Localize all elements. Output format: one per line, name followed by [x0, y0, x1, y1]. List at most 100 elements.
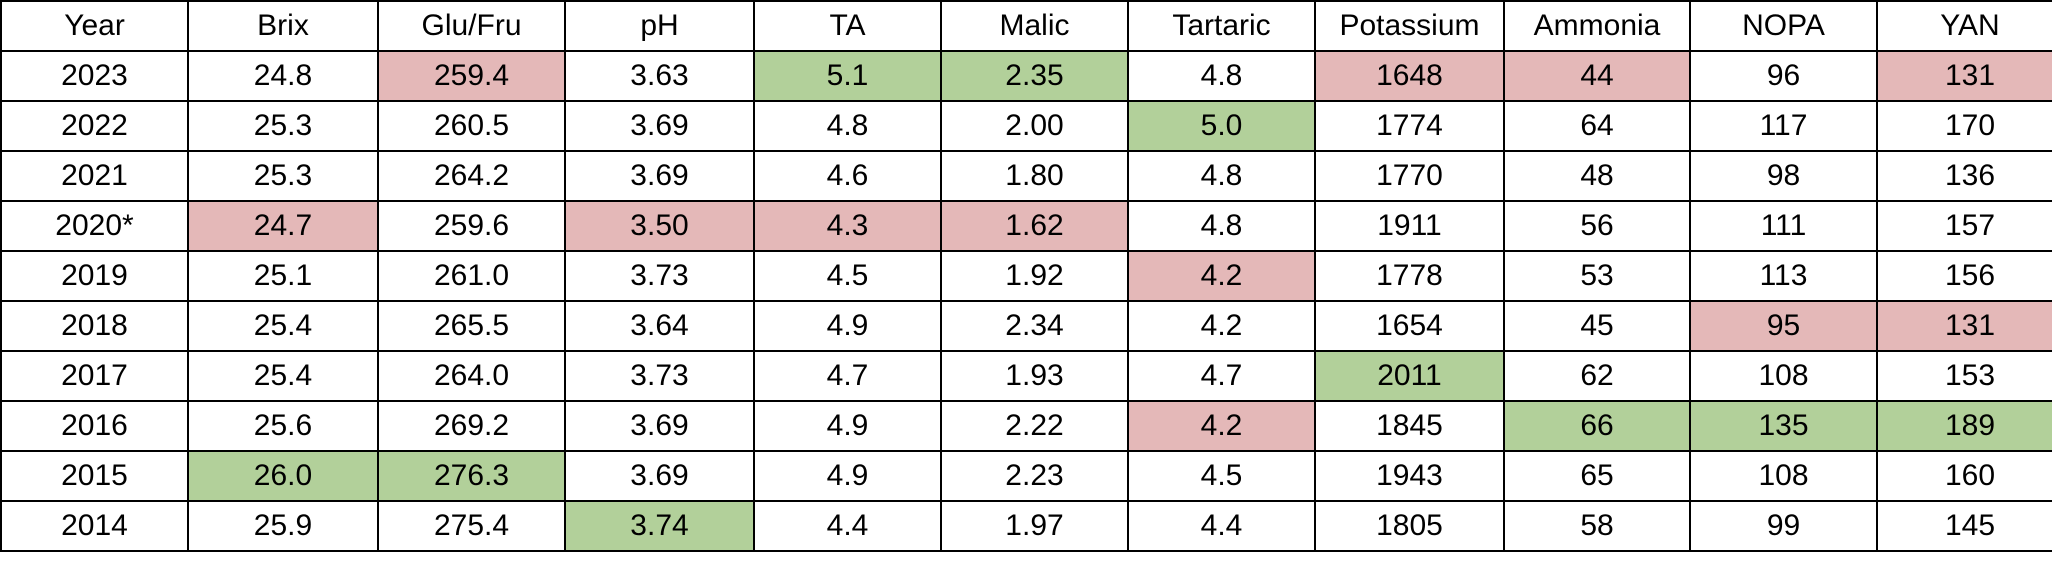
column-header: Brix — [187, 0, 379, 52]
value-cell: 25.4 — [187, 300, 379, 352]
value-cell: 265.5 — [377, 300, 566, 352]
table-row: 2019 25.1 261.0 3.73 4.5 1.92 4.2 1778 53 113 156 — [0, 250, 2052, 302]
value-cell: 5.1 — [753, 50, 942, 102]
value-cell: 1.80 — [940, 150, 1129, 202]
table-body: 2023 24.8 259.4 3.63 5.1 2.35 4.8 1648 44 96 131 20… — [0, 50, 2052, 552]
value-cell: 1845 — [1314, 400, 1505, 452]
value-cell: 26.0 — [187, 450, 379, 502]
value-cell: 4.9 — [753, 450, 942, 502]
value-cell: 2011 — [1314, 350, 1505, 402]
value-cell: 4.7 — [1127, 350, 1316, 402]
value-cell: 25.4 — [187, 350, 379, 402]
column-header: pH — [564, 0, 755, 52]
value-cell: 1648 — [1314, 50, 1505, 102]
value-cell: 108 — [1689, 450, 1878, 502]
value-cell: 48 — [1503, 150, 1691, 202]
column-header: Glu/Fru — [377, 0, 566, 52]
value-cell: 259.6 — [377, 200, 566, 252]
table-row: 2021 25.3 264.2 3.69 4.6 1.80 4.8 1770 48 98 136 — [0, 150, 2052, 202]
value-cell: 160 — [1876, 450, 2052, 502]
value-cell: 4.7 — [753, 350, 942, 402]
value-cell: 1911 — [1314, 200, 1505, 252]
value-cell: 259.4 — [377, 50, 566, 102]
value-cell: 3.69 — [564, 100, 755, 152]
value-cell: 275.4 — [377, 500, 566, 552]
column-header: Potassium — [1314, 0, 1505, 52]
value-cell: 4.2 — [1127, 400, 1316, 452]
year-cell: 2021 — [0, 150, 189, 202]
value-cell: 56 — [1503, 200, 1691, 252]
column-header: Tartaric — [1127, 0, 1316, 52]
year-cell: 2014 — [0, 500, 189, 552]
value-cell: 3.73 — [564, 350, 755, 402]
value-cell: 3.69 — [564, 150, 755, 202]
year-cell: 2016 — [0, 400, 189, 452]
value-cell: 111 — [1689, 200, 1878, 252]
value-cell: 66 — [1503, 400, 1691, 452]
column-header: NOPA — [1689, 0, 1878, 52]
value-cell: 1.97 — [940, 500, 1129, 552]
value-cell: 1774 — [1314, 100, 1505, 152]
column-header: TA — [753, 0, 942, 52]
value-cell: 24.8 — [187, 50, 379, 102]
value-cell: 4.3 — [753, 200, 942, 252]
table-row: 2016 25.6 269.2 3.69 4.9 2.22 4.2 1845 66 135 189 — [0, 400, 2052, 452]
value-cell: 1770 — [1314, 150, 1505, 202]
value-cell: 156 — [1876, 250, 2052, 302]
table-row: 2017 25.4 264.0 3.73 4.7 1.93 4.7 2011 62 108 153 — [0, 350, 2052, 402]
value-cell: 153 — [1876, 350, 2052, 402]
value-cell: 53 — [1503, 250, 1691, 302]
value-cell: 96 — [1689, 50, 1878, 102]
value-cell: 261.0 — [377, 250, 566, 302]
value-cell: 65 — [1503, 450, 1691, 502]
value-cell: 1.92 — [940, 250, 1129, 302]
value-cell: 269.2 — [377, 400, 566, 452]
value-cell: 25.1 — [187, 250, 379, 302]
value-cell: 189 — [1876, 400, 2052, 452]
value-cell: 4.8 — [1127, 50, 1316, 102]
value-cell: 260.5 — [377, 100, 566, 152]
value-cell: 108 — [1689, 350, 1878, 402]
value-cell: 3.73 — [564, 250, 755, 302]
value-cell: 4.8 — [1127, 150, 1316, 202]
value-cell: 4.6 — [753, 150, 942, 202]
value-cell: 4.9 — [753, 300, 942, 352]
value-cell: 25.3 — [187, 100, 379, 152]
value-cell: 2.22 — [940, 400, 1129, 452]
table-row: 2020* 24.7 259.6 3.50 4.3 1.62 4.8 1911 56 111 157 — [0, 200, 2052, 252]
value-cell: 64 — [1503, 100, 1691, 152]
table-row: 2022 25.3 260.5 3.69 4.8 2.00 5.0 1774 64 117 170 — [0, 100, 2052, 152]
table-row: 2023 24.8 259.4 3.63 5.1 2.35 4.8 1648 44 96 131 — [0, 50, 2052, 102]
value-cell: 117 — [1689, 100, 1878, 152]
value-cell: 113 — [1689, 250, 1878, 302]
value-cell: 58 — [1503, 500, 1691, 552]
value-cell: 25.3 — [187, 150, 379, 202]
table-row: 2015 26.0 276.3 3.69 4.9 2.23 4.5 1943 65 108 160 — [0, 450, 2052, 502]
table-row: 2018 25.4 265.5 3.64 4.9 2.34 4.2 1654 45 95 131 — [0, 300, 2052, 352]
value-cell: 62 — [1503, 350, 1691, 402]
value-cell: 3.74 — [564, 500, 755, 552]
value-cell: 1805 — [1314, 500, 1505, 552]
table-header-row: Year Brix Glu/Fru pH TA Malic Tartaric Potassiu… — [0, 0, 2052, 52]
year-cell: 2018 — [0, 300, 189, 352]
year-cell: 2017 — [0, 350, 189, 402]
value-cell: 264.2 — [377, 150, 566, 202]
column-header: Year — [0, 0, 189, 52]
value-cell: 4.9 — [753, 400, 942, 452]
value-cell: 99 — [1689, 500, 1878, 552]
value-cell: 25.9 — [187, 500, 379, 552]
value-cell: 136 — [1876, 150, 2052, 202]
value-cell: 4.8 — [753, 100, 942, 152]
year-cell: 2020* — [0, 200, 189, 252]
data-table: Year Brix Glu/Fru pH TA Malic Tartaric Potassiu… — [0, 0, 2052, 552]
value-cell: 2.35 — [940, 50, 1129, 102]
value-cell: 4.2 — [1127, 250, 1316, 302]
value-cell: 98 — [1689, 150, 1878, 202]
value-cell: 2.34 — [940, 300, 1129, 352]
year-cell: 2019 — [0, 250, 189, 302]
value-cell: 4.4 — [1127, 500, 1316, 552]
value-cell: 4.5 — [753, 250, 942, 302]
value-cell: 2.00 — [940, 100, 1129, 152]
value-cell: 145 — [1876, 500, 2052, 552]
